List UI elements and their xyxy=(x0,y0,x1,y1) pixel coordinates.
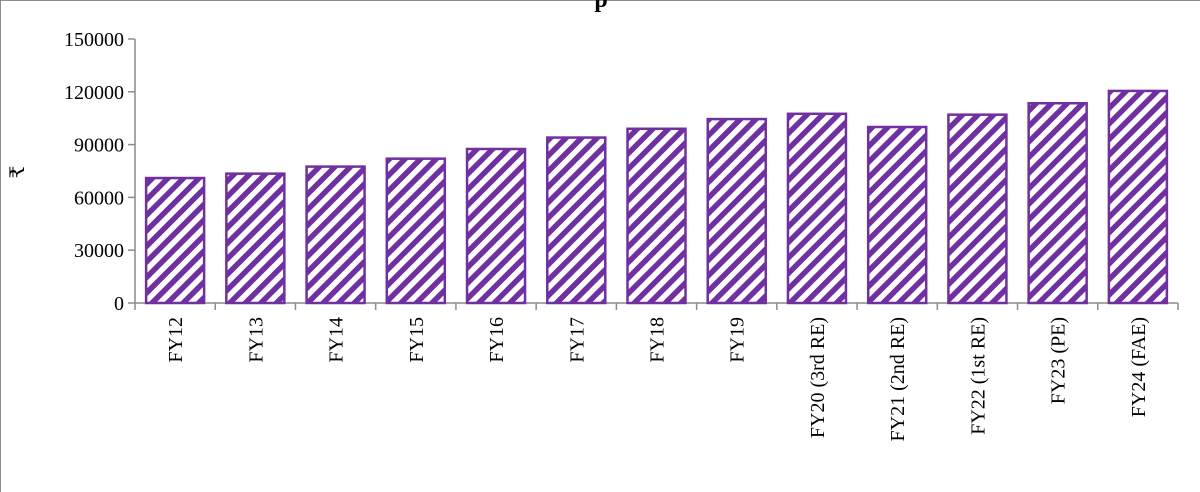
y-tick-label: 0 xyxy=(114,293,124,315)
bar xyxy=(546,136,607,305)
bars xyxy=(144,89,1169,305)
y-tick-label: 120000 xyxy=(64,82,124,104)
x-tick-label: FY12 xyxy=(165,317,187,363)
bar xyxy=(947,113,1008,305)
y-tick-label: 150000 xyxy=(64,29,124,51)
bar xyxy=(866,125,928,305)
bar xyxy=(1107,89,1169,305)
x-tick-label: FY22 (1st RE) xyxy=(967,317,989,435)
bar xyxy=(305,165,366,305)
bar xyxy=(626,127,687,305)
x-tick-label: FY23 (PE) xyxy=(1048,317,1070,404)
x-tick-label: FY16 xyxy=(486,317,508,363)
x-tick-label: FY21 (2nd RE) xyxy=(887,317,909,441)
x-tick-label: FY24 (FAE) xyxy=(1128,317,1150,417)
bar xyxy=(144,176,206,305)
x-tick-label: FY15 xyxy=(406,317,428,363)
y-axis-title: ₹ xyxy=(7,166,29,179)
x-tick-label: FY13 xyxy=(245,317,267,363)
bar xyxy=(786,112,848,305)
bar xyxy=(225,172,286,305)
x-axis: FY12 FY13 FY14 FY15 FY16 FY17 FY18 FY19 FY20 (3r… xyxy=(134,302,1179,441)
y-tick-label: 30000 xyxy=(74,240,124,262)
y-tick-label: 60000 xyxy=(74,187,124,209)
chart-title: p xyxy=(594,0,608,13)
x-tick-label: FY20 (3rd RE) xyxy=(807,317,829,438)
bar xyxy=(465,147,527,305)
x-tick-label: FY19 xyxy=(727,317,749,363)
y-axis: 0 30000 60000 90000 120000 150000 xyxy=(64,29,136,315)
x-tick-label: FY18 xyxy=(647,317,669,363)
x-tick-label: FY14 xyxy=(326,317,348,363)
y-tick-label: 90000 xyxy=(74,135,124,157)
x-tick-label: FY17 xyxy=(566,317,588,363)
bar xyxy=(706,117,767,305)
bar xyxy=(385,157,447,305)
bar xyxy=(1027,101,1088,305)
